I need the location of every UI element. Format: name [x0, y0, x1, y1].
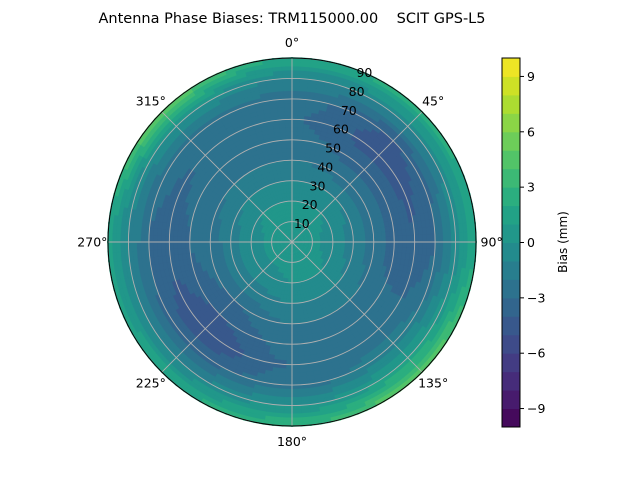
- chart-title: Antenna Phase Biases: TRM115000.00 SCIT …: [99, 11, 486, 27]
